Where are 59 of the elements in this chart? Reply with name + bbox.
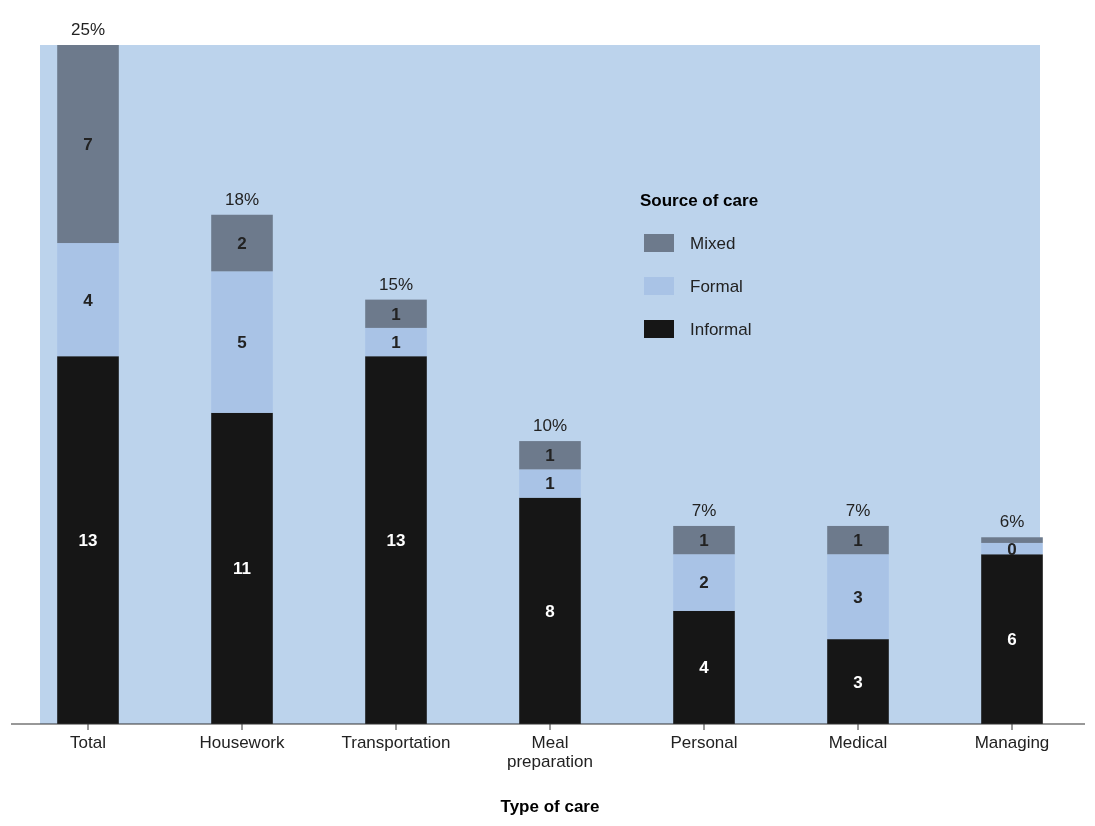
bar [827,639,889,724]
data-label: 1 [545,474,555,494]
bar [981,554,1043,724]
data-label: 1 [853,531,863,551]
data-label: 0 [1007,539,1017,559]
bar [57,243,119,357]
total-label: 15% [378,274,414,294]
data-label: 8 [545,601,555,621]
x-tick-label: Medical [828,733,888,752]
x-tick-label: Managing [974,733,1050,752]
bar [57,356,119,724]
x-tick-label: Personal [670,733,738,752]
total-label: 10% [532,416,568,436]
bar [211,412,273,724]
bar [519,469,581,498]
bar [211,214,273,272]
data-label: 1 [391,304,401,324]
total-label: 7% [691,500,717,520]
data-label: 1 [545,446,555,466]
bar [365,356,427,724]
legend-label: Mixed [690,233,736,253]
bar [673,610,735,724]
data-label: 7 [83,134,93,154]
bar [365,327,427,357]
legend-label: Informal [690,319,752,339]
x-axis-title: Type of care [500,797,600,816]
data-label: 4 [699,658,710,678]
data-label: 11 [233,559,251,579]
data-label: 1 [699,531,709,551]
data-label: 3 [853,587,863,607]
data-label: 5 [237,333,247,353]
data-label: 2 [699,573,709,593]
bar [519,441,581,470]
bar [57,45,119,244]
bar [981,537,1043,543]
x-tick-label: Total [70,733,106,752]
data-label: 3 [853,672,863,692]
total-label: 25% [70,20,106,39]
data-label: 13 [386,531,406,551]
x-tick-label: Transportation [341,733,451,752]
data-label: 4 [83,290,94,310]
bar [673,525,735,555]
bar [519,497,581,724]
data-label: 13 [78,531,98,551]
total-label: 7% [845,500,871,520]
bar [827,554,889,640]
bar [673,554,735,611]
x-tick-label: Meal preparation [506,733,594,771]
legend-title: Source of care [640,190,759,210]
data-label: 1 [391,333,401,353]
data-label: 2 [237,233,247,253]
total-label: 6% [999,512,1025,532]
data-label: 6 [1007,630,1017,650]
x-tick-label: Housework [199,733,286,752]
bar [211,271,273,413]
total-label: 18% [224,189,260,209]
legend-label: Formal [690,276,743,296]
bar [365,299,427,328]
bar [827,525,889,555]
